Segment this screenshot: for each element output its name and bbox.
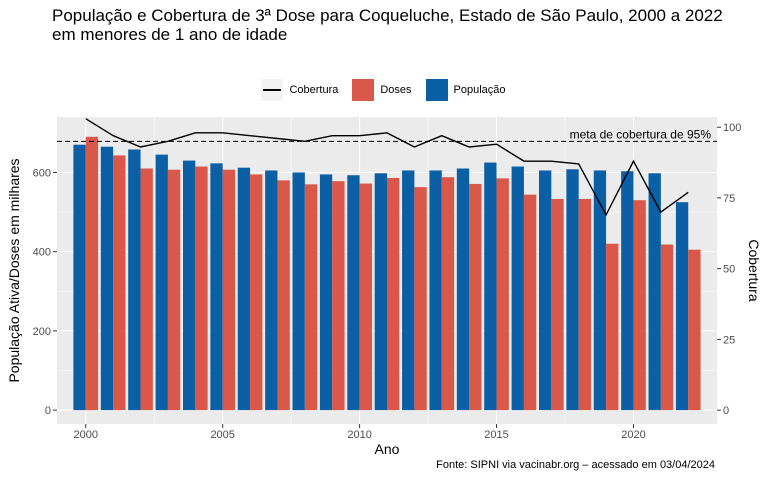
bar-doses-2000 [85, 136, 99, 411]
bar-doses-2004 [195, 166, 208, 411]
bar-populacao-2020 [621, 171, 634, 411]
x-tick-label-2015: 2015 [484, 429, 508, 441]
y-right-tick-label-0: 0 [723, 405, 729, 417]
bar-doses-2017 [551, 198, 564, 411]
bar-doses-2011 [387, 178, 400, 411]
legend-item-cobertura: Cobertura [261, 79, 338, 101]
bar-doses-2009 [332, 181, 345, 411]
bar-doses-2006 [250, 174, 263, 411]
reference-line-label: meta de cobertura de 95% [570, 127, 712, 141]
bar-populacao-2010 [347, 175, 360, 411]
legend-key-doses [352, 79, 375, 101]
bar-populacao-2006 [237, 167, 251, 411]
bar-populacao-2000 [73, 144, 86, 411]
bar-doses-2013 [441, 177, 455, 411]
bar-populacao-2003 [155, 154, 168, 411]
y-right-tick-label-50: 50 [723, 264, 735, 276]
chart-title: População e Cobertura de 3ª Dose para Co… [52, 6, 723, 44]
legend-key-populacao [425, 79, 448, 101]
bar-doses-2010 [359, 183, 372, 411]
bar-doses-2001 [113, 155, 126, 411]
bar-populacao-2009 [319, 174, 333, 411]
x-tick-label-2005: 2005 [210, 429, 234, 441]
y-left-tick-label-0: 0 [45, 405, 51, 417]
x-axis-title: Ano [375, 441, 400, 457]
bar-populacao-2005 [210, 163, 223, 411]
bar-doses-2016 [523, 194, 537, 411]
source-caption: Fonte: SIPNI via vacinabr.org – acessado… [436, 459, 715, 471]
y-left-tick-label-600: 600 [33, 167, 51, 179]
bar-doses-2022 [688, 249, 701, 411]
bar-populacao-2004 [182, 160, 196, 411]
bar-populacao-2014 [456, 168, 470, 411]
bar-doses-2019 [606, 243, 619, 411]
bar-populacao-2022 [675, 202, 689, 411]
y-left-tick-label-400: 400 [33, 247, 51, 259]
bar-populacao-2015 [484, 162, 497, 411]
chart-legend: Cobertura Doses População [0, 79, 767, 101]
x-tick-label-2020: 2020 [621, 429, 645, 441]
bar-populacao-2016 [511, 166, 524, 411]
bar-populacao-2018 [566, 169, 579, 411]
bar-doses-2021 [660, 244, 674, 411]
bar-doses-2005 [222, 169, 236, 411]
y-right-tick-label-100: 100 [723, 122, 741, 134]
y-left-tick-label-200: 200 [33, 326, 51, 338]
legend-item-populacao: População [425, 79, 506, 101]
legend-label-cobertura: Cobertura [289, 84, 339, 96]
bar-doses-2018 [578, 198, 592, 411]
bar-doses-2007 [277, 180, 290, 411]
bar-populacao-2012 [402, 170, 415, 411]
bar-populacao-2001 [100, 146, 114, 411]
bar-doses-2015 [496, 178, 509, 411]
bar-doses-2020 [633, 200, 646, 411]
bar-populacao-2007 [265, 170, 278, 411]
bar-doses-2014 [469, 183, 482, 411]
y-left-axis-title: População Ativa/Doses em milhares [6, 158, 22, 382]
bar-populacao-2008 [292, 172, 305, 411]
y-right-tick-label-75: 75 [723, 193, 735, 205]
x-tick-label-2000: 2000 [74, 429, 98, 441]
bar-doses-2008 [304, 184, 318, 411]
legend-item-doses: Doses [352, 79, 412, 101]
bar-populacao-2021 [648, 173, 661, 411]
bar-populacao-2002 [128, 149, 141, 411]
legend-key-line [261, 79, 284, 101]
bar-populacao-2017 [538, 170, 552, 411]
series-line-cobertura [85, 118, 689, 217]
bar-doses-2003 [167, 169, 181, 411]
bar-populacao-2011 [374, 173, 387, 411]
bar-populacao-2013 [429, 170, 442, 411]
chart-title-line-1: População e Cobertura de 3ª Dose para Co… [52, 6, 723, 25]
x-tick-label-2010: 2010 [347, 429, 371, 441]
chart-title-line-2: em menores de 1 ano de idade [52, 25, 288, 44]
y-right-tick-label-25: 25 [723, 334, 735, 346]
legend-label-populacao: População [453, 84, 506, 96]
bar-doses-2012 [414, 187, 427, 411]
bar-doses-2002 [140, 168, 153, 411]
bar-populacao-2019 [593, 170, 607, 411]
y-right-axis-title: Cobertura [746, 239, 762, 301]
legend-label-doses: Doses [380, 84, 412, 96]
